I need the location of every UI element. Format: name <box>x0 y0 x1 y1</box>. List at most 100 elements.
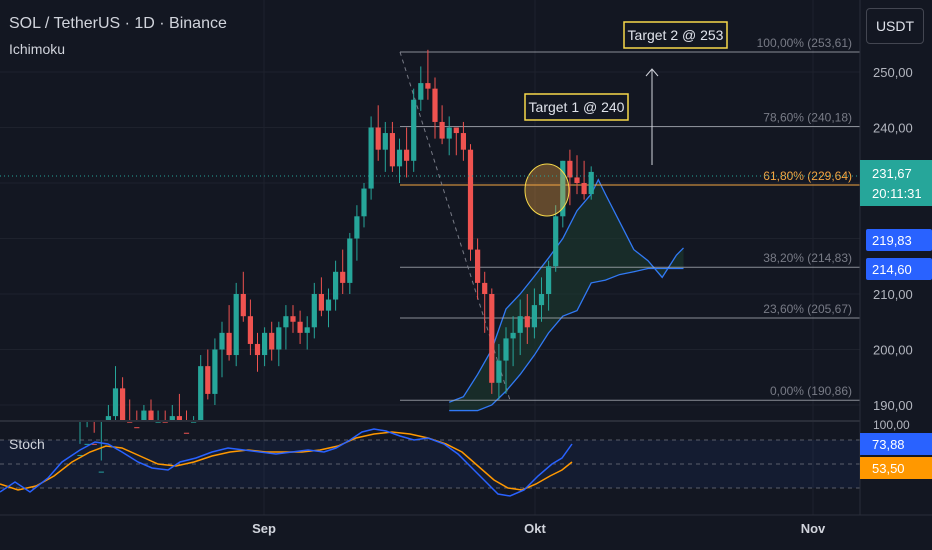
candle-body-53 <box>453 127 459 134</box>
candle-body-21 <box>226 332 232 356</box>
candle-body-39 <box>354 216 360 239</box>
price-tick-1: 240,00 <box>873 121 913 136</box>
ichimoku-tag-1 <box>866 258 932 280</box>
candle-body-32 <box>304 327 310 333</box>
stoch-d-value: 53,50 <box>872 461 905 476</box>
candle-body-49 <box>425 83 431 89</box>
candle-body-6 <box>120 388 126 420</box>
time-tick-2: Nov <box>801 521 826 536</box>
candle-body-13 <box>169 416 175 420</box>
candle-body-41 <box>368 127 374 189</box>
currency-button[interactable]: USDT <box>866 8 924 44</box>
candle-body-3 <box>98 471 104 473</box>
candle-body-60 <box>503 338 509 361</box>
candle-body-54 <box>460 133 466 150</box>
candle-body-57 <box>482 282 488 294</box>
candle-body-29 <box>283 316 289 328</box>
fibonacci-retracement: 100,00% (253,61) 78,60% (240,18) 61,80% (2… <box>399 36 860 401</box>
candle-body-15 <box>183 432 190 434</box>
target-label-1: Target 2 @ 253 <box>628 27 724 43</box>
target-box-0 <box>524 93 629 121</box>
candle-body-1 <box>84 443 90 445</box>
stoch-k-value: 73,88 <box>872 437 905 452</box>
candle-body-28 <box>276 327 282 350</box>
candle-body-46 <box>404 149 410 161</box>
candle-body-50 <box>432 88 438 122</box>
price-tick-6: 190,00 <box>873 398 913 413</box>
candle-body-45 <box>396 149 403 167</box>
grid <box>0 0 860 515</box>
candle-body-37 <box>340 271 346 283</box>
target-box-1 <box>623 21 728 49</box>
candle-body-43 <box>382 133 388 150</box>
price-tick-5: 200,00 <box>873 343 913 358</box>
candle-body-14 <box>176 416 182 420</box>
candle-body-10 <box>148 410 154 420</box>
candle-body-35 <box>325 299 332 311</box>
candle-body-63 <box>524 316 530 328</box>
candle-body-62 <box>517 316 523 333</box>
candle-body-19 <box>212 349 218 394</box>
candle-body-66 <box>546 266 552 294</box>
ichimoku-value-1: 214,60 <box>872 262 912 277</box>
candle-body-68 <box>560 160 566 217</box>
target-label-0: Target 1 @ 240 <box>529 99 625 115</box>
candle-body-55 <box>467 149 474 250</box>
last-price-countdown: 20:11:31 <box>872 186 922 201</box>
candle-body-27 <box>269 332 275 350</box>
candle-body-42 <box>375 127 381 150</box>
time-tick-1: Okt <box>524 521 546 536</box>
candle-body-25 <box>254 343 261 356</box>
candle-body-26 <box>262 332 268 356</box>
candle-body-64 <box>531 305 537 328</box>
candle-body-12 <box>162 421 168 423</box>
candle-body-16 <box>191 421 197 423</box>
candle-body-56 <box>475 249 481 283</box>
candle-body-47 <box>411 99 417 161</box>
candle-body-18 <box>205 366 211 394</box>
last-price-value: 231,67 <box>872 166 912 181</box>
candle-body-38 <box>347 238 353 283</box>
fib-label-3: 38,20% (214,83) <box>763 251 852 265</box>
candle-body-59 <box>496 360 502 383</box>
price-tick-4: 210,00 <box>873 287 913 302</box>
candle-body-9 <box>141 410 147 420</box>
candle-body-44 <box>389 133 395 167</box>
ichimoku-tag-0 <box>866 229 932 251</box>
chart-title: SOL / TetherUS · 1D · Binance <box>9 15 227 32</box>
indicator-label[interactable]: Ichimoku <box>9 41 66 57</box>
stoch-d-line <box>0 431 573 491</box>
candle-body-70 <box>574 177 580 183</box>
candle-body-22 <box>233 294 239 356</box>
candle-body-69 <box>567 160 573 178</box>
fib-label-1: 78,60% (240,18) <box>763 111 852 125</box>
stoch-d-tag <box>860 457 932 479</box>
time-tick-0: Sep <box>252 521 276 536</box>
stoch-axis-top: 100,00 <box>873 418 910 432</box>
candle-body-65 <box>538 294 545 306</box>
candle-body-7 <box>127 421 133 423</box>
price-tick-0: 250,00 <box>873 65 913 80</box>
candle-body-30 <box>290 316 296 322</box>
candle-body-5 <box>112 388 119 417</box>
candle-body-52 <box>446 127 452 139</box>
candle-body-11 <box>155 421 161 423</box>
candle-body-51 <box>439 121 445 139</box>
stoch-k-line <box>0 428 573 497</box>
last-price-tag <box>860 160 932 206</box>
candle-body-40 <box>361 188 367 217</box>
candle-body-36 <box>333 271 339 300</box>
stochastic-pane <box>0 420 932 497</box>
candle-body-71 <box>581 183 587 195</box>
annotations: Target 1 @ 240 Target 2 @ 253 <box>524 21 728 217</box>
candle-body-8 <box>134 427 140 429</box>
stoch-k-tag <box>860 433 932 455</box>
candle-body-72 <box>588 171 594 195</box>
stoch-label[interactable]: Stoch <box>9 436 45 452</box>
fib-label-2: 61,80% (229,64) <box>763 169 852 183</box>
candle-body-17 <box>198 366 204 420</box>
candle-body-48 <box>418 83 424 100</box>
